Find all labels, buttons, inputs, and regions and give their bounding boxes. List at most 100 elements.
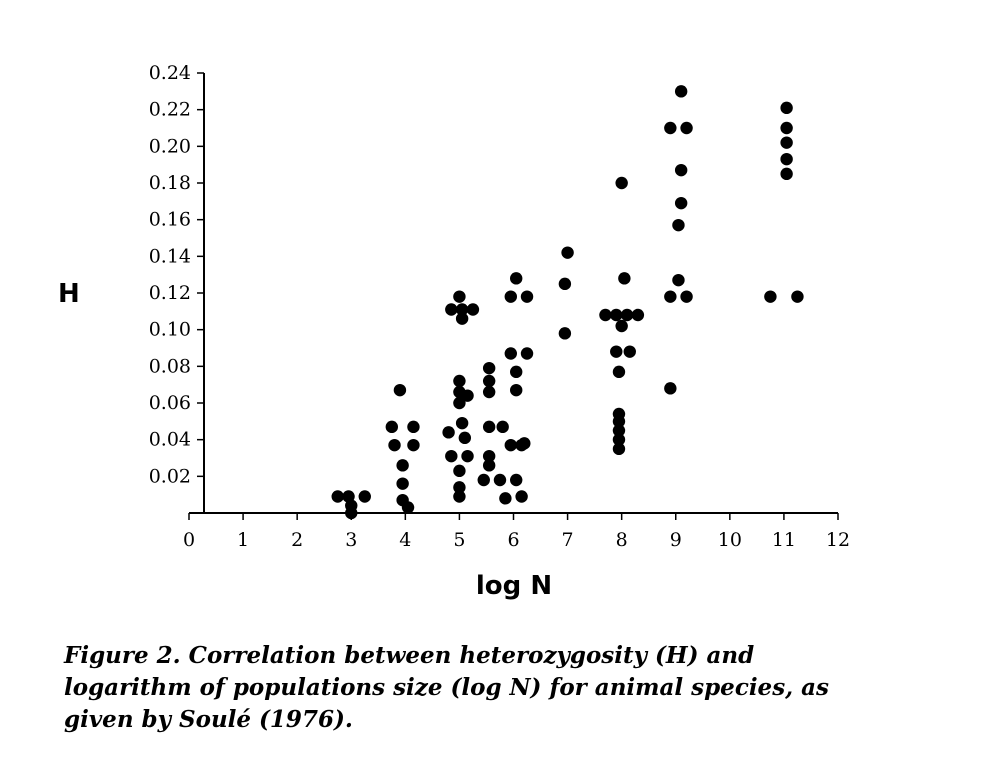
data-point bbox=[674, 163, 688, 177]
data-point bbox=[674, 196, 688, 210]
data-point bbox=[388, 438, 401, 452]
data-point bbox=[455, 416, 469, 430]
data-point bbox=[455, 312, 469, 325]
x-tick-label: 12 bbox=[826, 529, 850, 551]
data-point bbox=[780, 121, 793, 135]
y-tick-label: 0.16 bbox=[149, 209, 191, 231]
data-point bbox=[493, 473, 507, 487]
x-tick-label: 8 bbox=[616, 529, 628, 551]
data-point bbox=[791, 290, 804, 303]
data-point bbox=[510, 365, 523, 379]
data-point bbox=[453, 464, 466, 478]
y-tick-label: 0.06 bbox=[149, 392, 191, 414]
data-point bbox=[510, 473, 523, 487]
data-point bbox=[442, 426, 455, 439]
data-point bbox=[631, 308, 645, 322]
y-tick-label: 0.08 bbox=[149, 355, 191, 377]
data-point bbox=[499, 492, 512, 505]
data-point bbox=[445, 303, 458, 316]
data-point bbox=[558, 327, 572, 340]
x-tick-label: 2 bbox=[291, 529, 303, 551]
data-points bbox=[331, 85, 804, 520]
y-tick-label: 0.14 bbox=[149, 245, 191, 267]
data-point bbox=[466, 303, 480, 316]
data-point bbox=[561, 246, 574, 259]
data-point bbox=[401, 501, 415, 514]
data-point bbox=[664, 121, 677, 135]
data-point bbox=[455, 303, 469, 316]
x-tick-label: 3 bbox=[345, 529, 357, 551]
data-point bbox=[445, 449, 458, 463]
data-point bbox=[664, 382, 677, 395]
ticks: 0 1 2 3 4 5 6 7 8 9 10 11 120.020.040.060.080.100.12… bbox=[149, 62, 850, 551]
data-point bbox=[345, 506, 358, 520]
data-point bbox=[482, 385, 496, 399]
data-point bbox=[482, 361, 496, 375]
data-point bbox=[612, 424, 626, 437]
data-point bbox=[393, 383, 407, 397]
data-point bbox=[407, 438, 420, 452]
data-point bbox=[453, 374, 466, 388]
data-point bbox=[599, 308, 612, 322]
data-point bbox=[461, 449, 474, 463]
data-point bbox=[331, 490, 344, 503]
data-point bbox=[612, 433, 626, 446]
data-point bbox=[558, 277, 572, 291]
data-point bbox=[618, 272, 631, 285]
data-point bbox=[453, 490, 466, 503]
data-point bbox=[612, 415, 626, 428]
data-point bbox=[612, 442, 626, 456]
data-point bbox=[458, 431, 472, 445]
y-tick-label: 0.20 bbox=[149, 135, 191, 157]
data-point bbox=[610, 345, 623, 358]
data-point bbox=[453, 290, 466, 303]
data-point bbox=[612, 365, 626, 379]
data-point bbox=[396, 459, 409, 472]
data-point bbox=[453, 396, 466, 410]
data-point bbox=[504, 347, 517, 360]
data-point bbox=[477, 473, 490, 487]
y-tick-label: 0.12 bbox=[149, 282, 191, 304]
data-point bbox=[358, 490, 371, 503]
data-point bbox=[407, 420, 420, 434]
data-point bbox=[520, 347, 534, 360]
data-point bbox=[680, 121, 693, 135]
data-point bbox=[620, 308, 634, 322]
data-point bbox=[461, 389, 474, 402]
data-point bbox=[496, 420, 509, 434]
y-tick-label: 0.22 bbox=[149, 99, 191, 121]
x-tick-label: 4 bbox=[399, 529, 411, 551]
data-point bbox=[623, 345, 636, 358]
data-point bbox=[780, 152, 793, 166]
x-tick-label: 5 bbox=[453, 529, 465, 551]
x-axis-title: log N bbox=[476, 571, 552, 601]
data-point bbox=[610, 308, 623, 322]
data-point bbox=[780, 101, 793, 115]
x-tick-label: 7 bbox=[562, 529, 574, 551]
data-point bbox=[482, 459, 496, 472]
data-point bbox=[680, 290, 693, 303]
x-tick-label: 10 bbox=[718, 529, 742, 551]
x-tick-label: 6 bbox=[507, 529, 519, 551]
data-point bbox=[504, 290, 517, 303]
y-tick-label: 0.10 bbox=[149, 319, 191, 341]
data-point bbox=[780, 136, 793, 149]
y-tick-label: 0.04 bbox=[149, 429, 191, 451]
data-point bbox=[764, 290, 777, 303]
data-point bbox=[515, 490, 528, 503]
data-point bbox=[453, 481, 466, 494]
data-point bbox=[482, 420, 496, 434]
data-point bbox=[664, 290, 677, 303]
data-point bbox=[510, 272, 523, 285]
data-point bbox=[672, 218, 685, 232]
data-point bbox=[520, 290, 534, 303]
data-point bbox=[615, 319, 628, 333]
y-axis-title: H bbox=[58, 279, 80, 309]
data-point bbox=[504, 438, 517, 452]
data-point bbox=[674, 85, 688, 98]
figure-caption: Figure 2. Correlation between heterozygo… bbox=[64, 642, 830, 733]
data-point bbox=[672, 273, 685, 287]
x-tick-label: 11 bbox=[772, 529, 796, 551]
data-point bbox=[482, 449, 496, 463]
